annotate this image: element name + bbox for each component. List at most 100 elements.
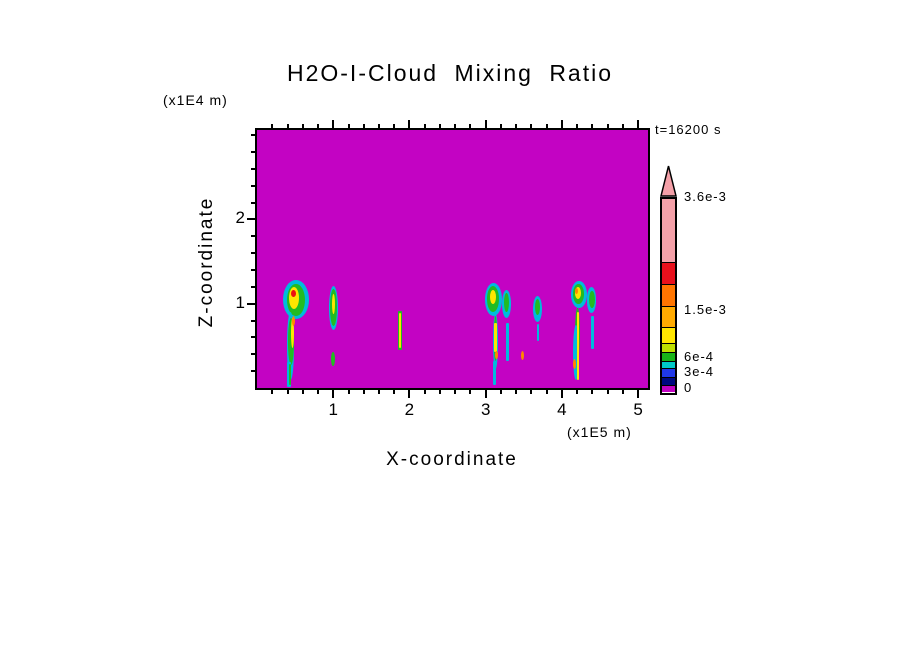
y-major-tick xyxy=(247,218,255,221)
cloud-feature xyxy=(331,293,335,314)
x-minor-tick xyxy=(301,390,304,394)
x-minor-tick xyxy=(317,390,319,394)
x-minor-tick xyxy=(499,124,502,128)
y-minor-tick xyxy=(251,201,255,204)
colorbar-scale xyxy=(660,197,677,395)
x-minor-tick xyxy=(469,124,472,128)
x-minor-tick xyxy=(377,390,380,394)
colorbar xyxy=(660,165,677,395)
x-tick-label: 1 xyxy=(328,400,338,419)
x-minor-tick xyxy=(545,124,548,128)
x-tick-label: 3 xyxy=(480,400,491,419)
colorbar-tick-label: 0 xyxy=(684,380,693,396)
colorbar-labels: 3.6e-3 1.5e-3 6e-4 3e-4 0 xyxy=(684,189,754,396)
x-major-tick xyxy=(484,390,487,398)
x-minor-tick xyxy=(530,124,533,128)
x-minor-tick xyxy=(515,124,518,128)
x-minor-tick xyxy=(393,390,396,394)
colorbar-segment xyxy=(662,385,675,393)
cloud-feature xyxy=(331,352,336,367)
x-minor-tick xyxy=(454,124,457,128)
colorbar-overflow-arrow-icon xyxy=(660,165,677,197)
x-minor-tick xyxy=(499,390,502,394)
cloud-feature xyxy=(493,361,497,385)
cloud-feature xyxy=(572,324,579,381)
x-minor-tick xyxy=(377,124,380,128)
x-minor-tick xyxy=(271,124,274,128)
y-tick-label: 1 xyxy=(235,292,245,312)
cloud-feature xyxy=(288,364,291,385)
cloud-feature xyxy=(489,289,496,305)
plot-area: 1 2 3 4 5 1 2 xyxy=(236,120,650,419)
y-minor-tick xyxy=(251,285,255,288)
cloud-feature xyxy=(399,313,402,349)
y-minor-tick xyxy=(251,370,255,373)
x-tick-label: 2 xyxy=(404,400,415,419)
cloud-feature xyxy=(290,289,297,298)
cloud-feature xyxy=(576,312,580,380)
cloud-feature xyxy=(290,318,294,348)
y-minor-tick xyxy=(251,184,255,187)
colorbar-segment xyxy=(662,343,675,353)
x-minor-tick xyxy=(438,390,441,394)
x-minor-tick xyxy=(393,124,396,128)
x-minor-tick xyxy=(362,124,365,128)
y-minor-tick xyxy=(251,235,255,238)
cloud-feature xyxy=(494,350,498,360)
x-major-tick xyxy=(408,120,411,128)
x-minor-tick xyxy=(347,124,350,128)
y-minor-tick xyxy=(251,134,255,137)
x-minor-tick xyxy=(362,390,365,394)
cloud-feature xyxy=(503,293,509,313)
x-axis-title: X-coordinate xyxy=(386,449,518,470)
colorbar-tick-label: 3.6e-3 xyxy=(684,189,727,204)
x-tick-label: 4 xyxy=(557,400,567,419)
cloud-feature xyxy=(494,323,497,352)
x-minor-tick xyxy=(454,390,457,394)
colorbar-segment xyxy=(662,199,675,263)
colorbar-segment xyxy=(662,327,675,344)
x-minor-tick xyxy=(301,124,304,128)
x-minor-tick xyxy=(423,124,426,128)
x-major-tick xyxy=(408,390,411,398)
y-minor-tick xyxy=(251,353,255,356)
cloud-feature xyxy=(535,299,540,315)
x-tick-label: 5 xyxy=(633,400,643,419)
cloud-feature xyxy=(588,290,595,309)
x-minor-tick xyxy=(606,390,609,394)
colorbar-segment xyxy=(662,368,675,377)
cloud-feature xyxy=(520,350,524,360)
x-minor-tick xyxy=(317,124,319,128)
y-minor-tick xyxy=(251,252,255,255)
cloud-feature xyxy=(574,288,578,294)
cloud-feature xyxy=(573,358,577,369)
x-minor-tick xyxy=(545,390,548,394)
x-minor-tick xyxy=(286,390,289,394)
time-annotation: t=16200 s xyxy=(655,122,722,137)
cloud-feature xyxy=(289,286,300,309)
x-minor-tick xyxy=(530,390,533,394)
x-major-tick xyxy=(484,120,487,128)
x-minor-tick xyxy=(347,390,350,394)
colorbar-segment xyxy=(662,376,675,385)
cloud-feature xyxy=(537,323,540,342)
x-minor-tick xyxy=(271,390,274,394)
x-minor-tick xyxy=(591,390,594,394)
y-axis-unit-label: (x1E4 m) xyxy=(163,92,228,108)
y-minor-tick xyxy=(251,269,255,271)
x-major-tick xyxy=(332,390,335,398)
colorbar-tick-label: 1.5e-3 xyxy=(684,302,727,318)
x-minor-tick xyxy=(286,124,289,128)
cloud-feature xyxy=(574,286,581,299)
colorbar-segment xyxy=(662,262,675,285)
colorbar-segment xyxy=(662,352,675,361)
cloud-feature xyxy=(506,322,510,361)
x-major-tick xyxy=(560,120,563,128)
x-minor-tick xyxy=(515,390,518,394)
colorbar-tick-label: 3e-4 xyxy=(684,364,715,379)
colorbar-segment xyxy=(662,360,675,369)
colorbar-segment xyxy=(662,305,675,328)
cloud-feature xyxy=(292,315,296,326)
x-minor-tick xyxy=(621,124,624,128)
